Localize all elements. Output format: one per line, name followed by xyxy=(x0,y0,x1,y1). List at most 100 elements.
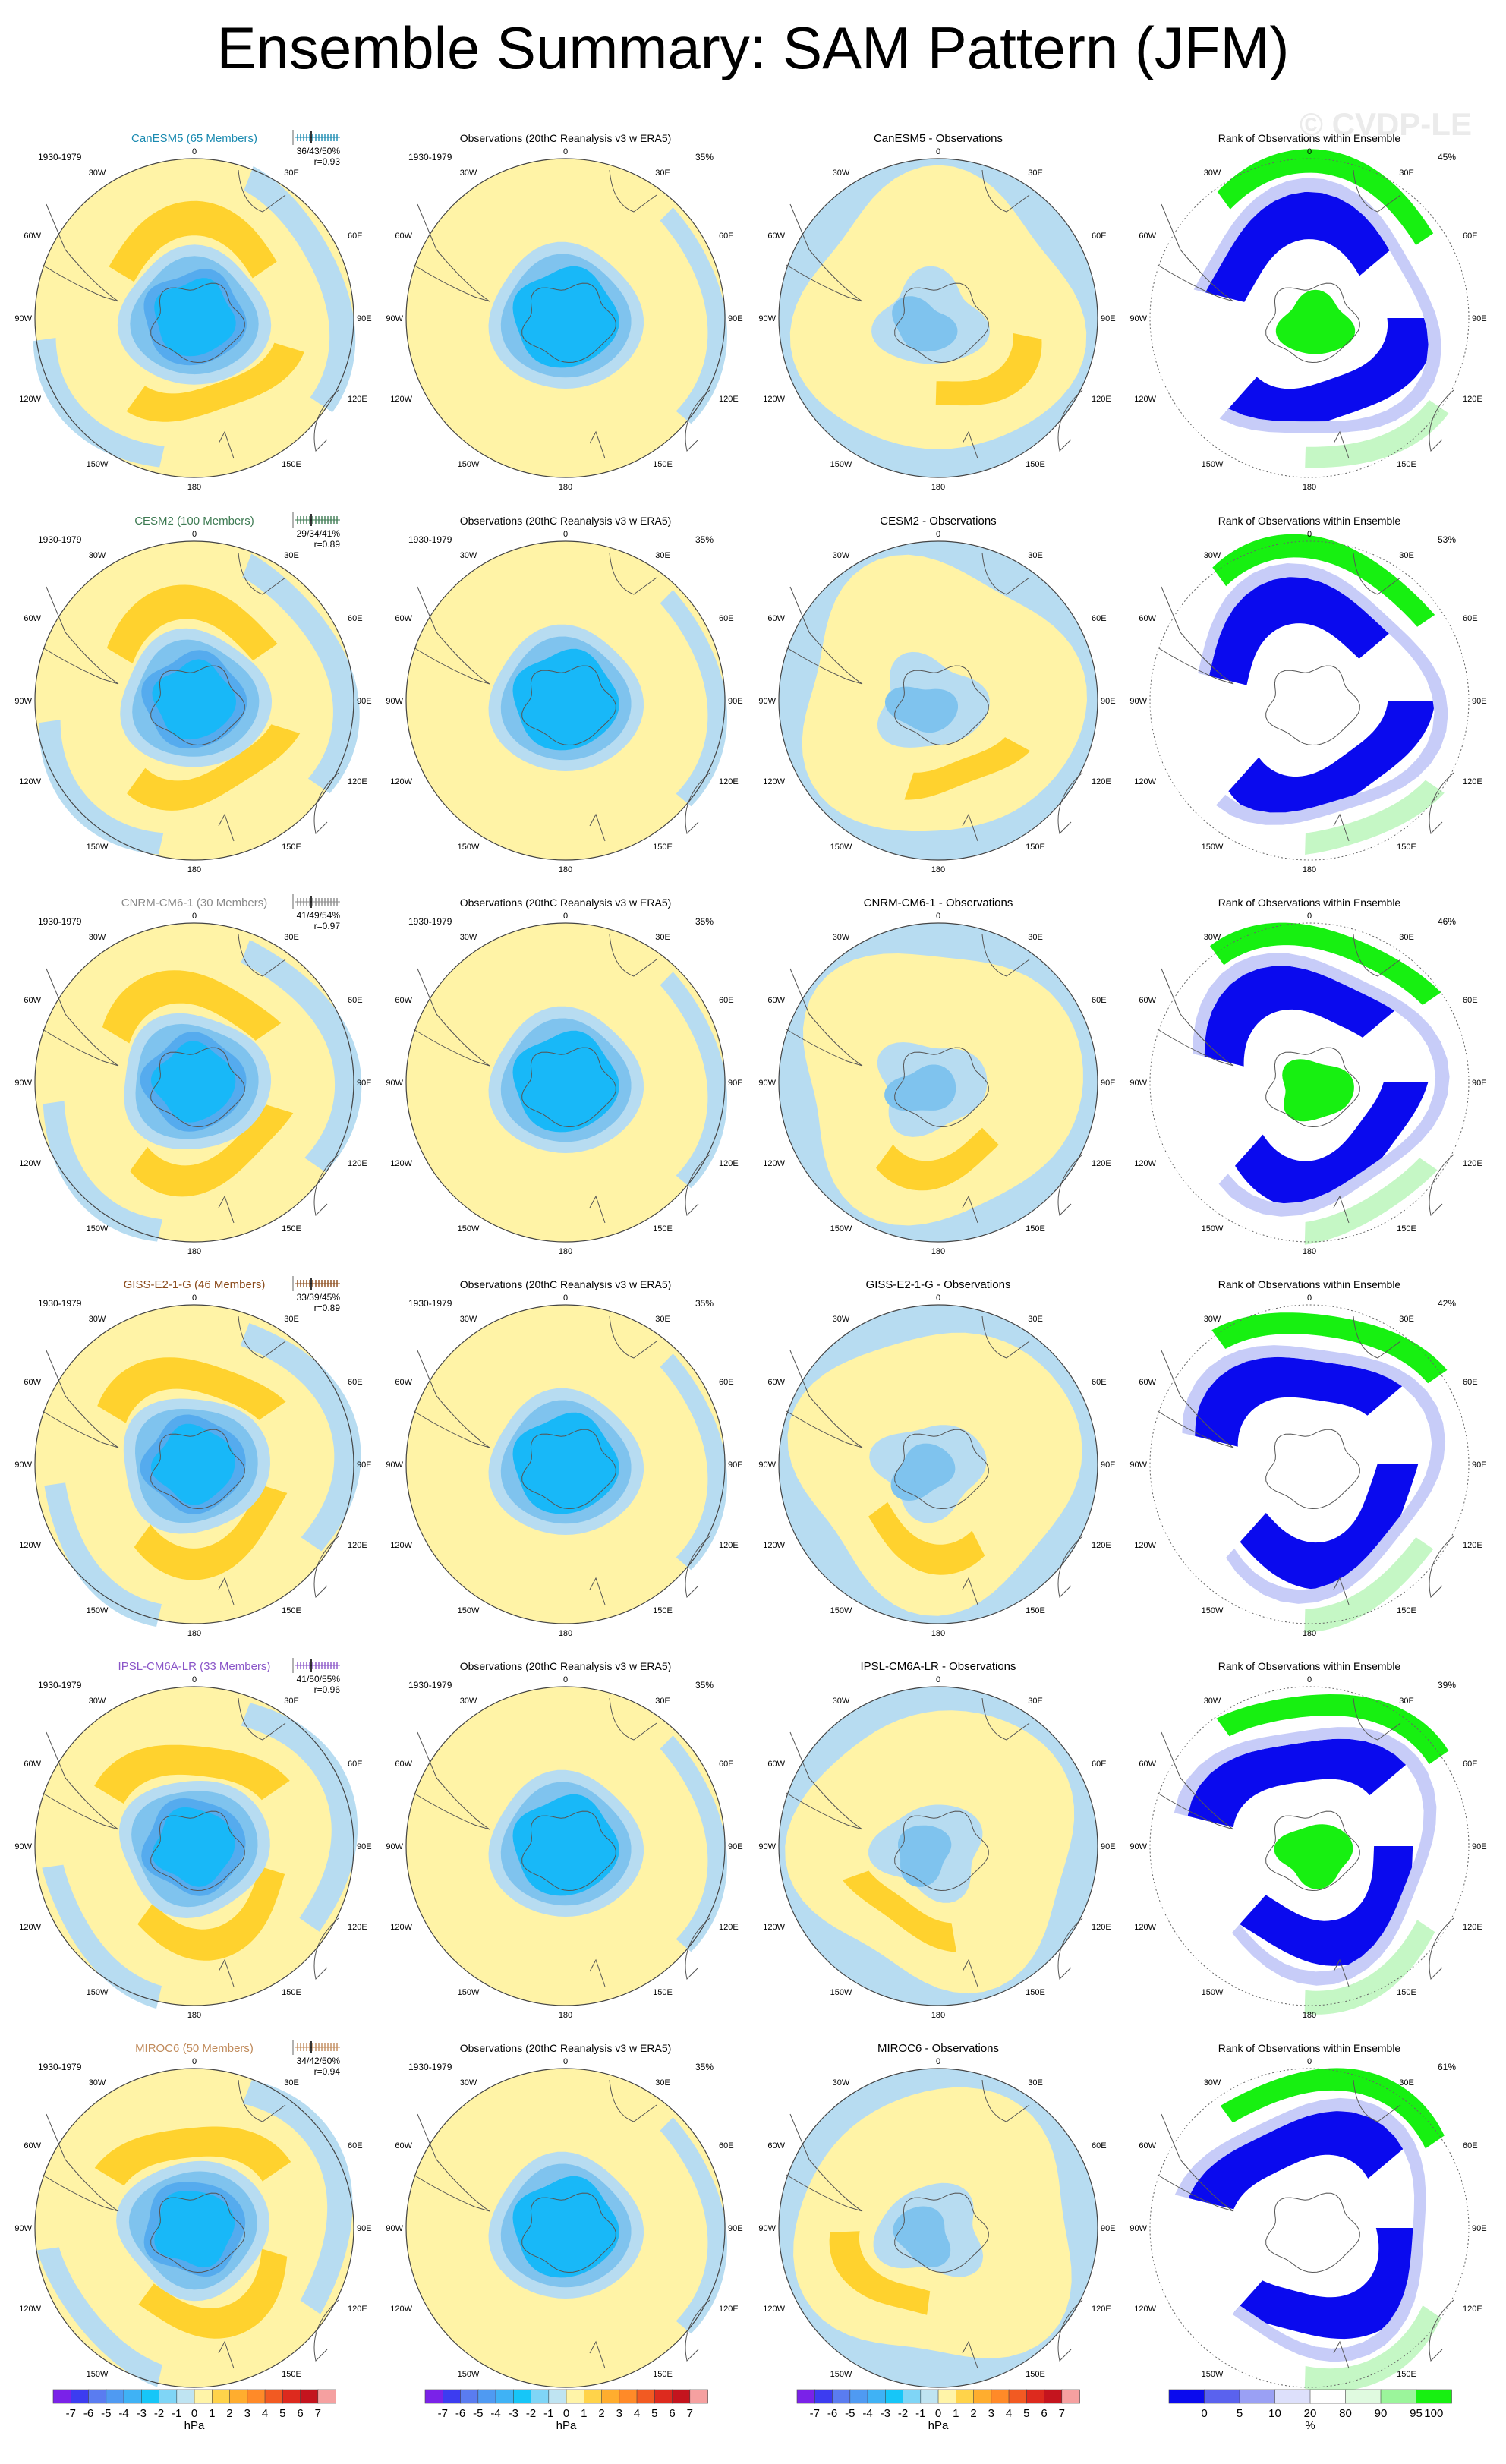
antarctica-coastline xyxy=(521,1429,616,1510)
positive-ring-region xyxy=(97,1357,286,1423)
rank-pct: 46% xyxy=(1438,916,1456,927)
lon-label-90e: 90E xyxy=(728,2224,743,2233)
lon-label-150w: 150W xyxy=(830,1224,852,1234)
colorbar-tick-label: 95 xyxy=(1410,2407,1423,2420)
colorbar-swatch xyxy=(247,2389,266,2404)
period-label: 1930-1979 xyxy=(38,916,82,927)
rank-low-region xyxy=(1195,1356,1403,1447)
colorbar-swatch xyxy=(1008,2389,1028,2404)
negative-rim-region xyxy=(241,940,362,1173)
model-panel-0: 0 30W 30E 60W 60E 90W 90E 120W 120E 150W 150E 180 Ca… xyxy=(14,130,372,492)
lon-label-120e: 120E xyxy=(719,1923,739,1932)
south-america-coastline xyxy=(42,203,119,302)
colorbar-tick-label: 3 xyxy=(244,2407,250,2420)
negative-rim-region xyxy=(660,1735,727,1952)
positive-ring-region xyxy=(130,1104,294,1197)
colorbar-tick-label: -7 xyxy=(810,2407,820,2420)
lon-label-120e: 120E xyxy=(348,1923,367,1932)
negative-diff-core xyxy=(892,296,958,352)
negative-rim-region xyxy=(42,1864,162,2009)
map-boundary xyxy=(405,922,726,1243)
lon-label-60w: 60W xyxy=(1139,1760,1156,1769)
colorbar-tick-label: -7 xyxy=(438,2407,448,2420)
lon-label-60w: 60W xyxy=(395,1378,412,1387)
lon-label-90w: 90W xyxy=(758,1460,776,1470)
colorbar-tick-label: 5 xyxy=(1023,2407,1029,2420)
colorbar-tick-label: -3 xyxy=(881,2407,890,2420)
period-label: 1930-1979 xyxy=(38,2062,82,2072)
colorbar-swatch xyxy=(672,2389,691,2404)
south-america-coastline xyxy=(42,1731,119,1830)
new-zealand-coastline xyxy=(218,430,235,459)
rank-pct: 39% xyxy=(1438,1680,1456,1690)
lon-label-90w: 90W xyxy=(1130,1460,1147,1470)
lon-label-60e: 60E xyxy=(1463,2141,1478,2150)
lon-label-0: 0 xyxy=(192,912,197,921)
lon-label-30w: 30W xyxy=(460,2078,477,2087)
africa-coastline xyxy=(609,934,657,977)
map-boundary xyxy=(778,158,1098,478)
period-label: 1930-1979 xyxy=(38,534,82,545)
lon-label-60e: 60E xyxy=(1463,232,1478,241)
positive-diff-band xyxy=(842,1870,957,1952)
lon-label-90e: 90E xyxy=(357,1460,372,1470)
ensemble-stats: 33/39/45% xyxy=(297,1292,341,1303)
lon-label-180: 180 xyxy=(931,1247,945,1256)
lon-label-30w: 30W xyxy=(833,551,850,560)
map-boundary xyxy=(778,1304,1098,1624)
colorbar-tick-label: -5 xyxy=(473,2407,483,2420)
colorbar-tick-label: 3 xyxy=(988,2407,994,2420)
negative-rim-region xyxy=(240,1323,361,1552)
lon-label-60e: 60E xyxy=(719,232,734,241)
lon-label-150e: 150E xyxy=(1026,1224,1045,1234)
rank-panel-title: Rank of Observations within Ensemble xyxy=(1218,1660,1401,1672)
negative-diff-core xyxy=(884,1064,956,1111)
lon-label-150e: 150E xyxy=(653,1988,673,1997)
lon-label-150w: 150W xyxy=(87,460,109,469)
lon-label-30w: 30W xyxy=(833,169,850,178)
rank-low-region xyxy=(1208,577,1389,685)
lon-label-180: 180 xyxy=(559,1629,572,1638)
rank-panel-2: 0 30W 30E 60W 60E 90W 90E 120W 120E 150W 150E 180 Ra… xyxy=(1130,896,1486,1256)
lon-label-60w: 60W xyxy=(767,232,785,241)
south-america-coastline xyxy=(786,1731,863,1830)
africa-coastline xyxy=(238,169,286,213)
lon-label-90e: 90E xyxy=(728,1460,743,1470)
diff-panel-title: MIROC6 - Observations xyxy=(877,2042,999,2055)
rank-panel-0: 0 30W 30E 60W 60E 90W 90E 120W 120E 150W 150E 180 Ra… xyxy=(1130,132,1486,492)
lon-label-150e: 150E xyxy=(1397,2370,1416,2379)
lon-label-60e: 60E xyxy=(719,1760,734,1769)
lon-label-120e: 120E xyxy=(1092,1159,1111,1168)
colorbar-swatch xyxy=(548,2389,567,2404)
lon-label-180: 180 xyxy=(187,865,201,874)
lon-label-150e: 150E xyxy=(1026,2370,1045,2379)
colorbar-tick-label: 0 xyxy=(563,2407,569,2420)
obs-variance-pct: 35% xyxy=(695,534,714,545)
colorbar-tick-label: 0 xyxy=(935,2407,941,2420)
lon-label-120w: 120W xyxy=(1134,2305,1156,2314)
diff-panel-1: 0 30W 30E 60W 60E 90W 90E 120W 120E 150W 150E 180 CE… xyxy=(758,515,1115,874)
lon-label-30e: 30E xyxy=(1028,2078,1043,2087)
lon-label-30e: 30E xyxy=(1028,551,1043,560)
lon-label-150w: 150W xyxy=(87,1606,109,1615)
lon-label-30e: 30E xyxy=(655,1697,670,1706)
lon-label-90e: 90E xyxy=(1472,1460,1487,1470)
lon-label-30e: 30E xyxy=(1399,2078,1414,2087)
rank-low-region xyxy=(1228,701,1435,822)
colorbar-swatch xyxy=(211,2389,231,2404)
colorbar-tick-label: -6 xyxy=(455,2407,465,2420)
south-america-coastline xyxy=(1157,1350,1234,1448)
rank-high-region xyxy=(1305,399,1449,468)
lon-label-90w: 90W xyxy=(386,1842,403,1851)
lon-label-90w: 90W xyxy=(386,2224,403,2233)
colorbar-swatch xyxy=(176,2389,195,2404)
australia-coastline xyxy=(1429,772,1454,834)
lon-label-90w: 90W xyxy=(14,2224,32,2233)
lon-label-30e: 30E xyxy=(655,933,670,942)
colorbar-tick-label: 90 xyxy=(1375,2407,1388,2420)
new-zealand-coastline xyxy=(218,1577,235,1605)
lon-label-120w: 120W xyxy=(763,1159,785,1168)
lon-label-60e: 60E xyxy=(1092,1760,1107,1769)
negative-rim-region xyxy=(242,553,360,794)
negative-rim-region xyxy=(660,2117,727,2334)
